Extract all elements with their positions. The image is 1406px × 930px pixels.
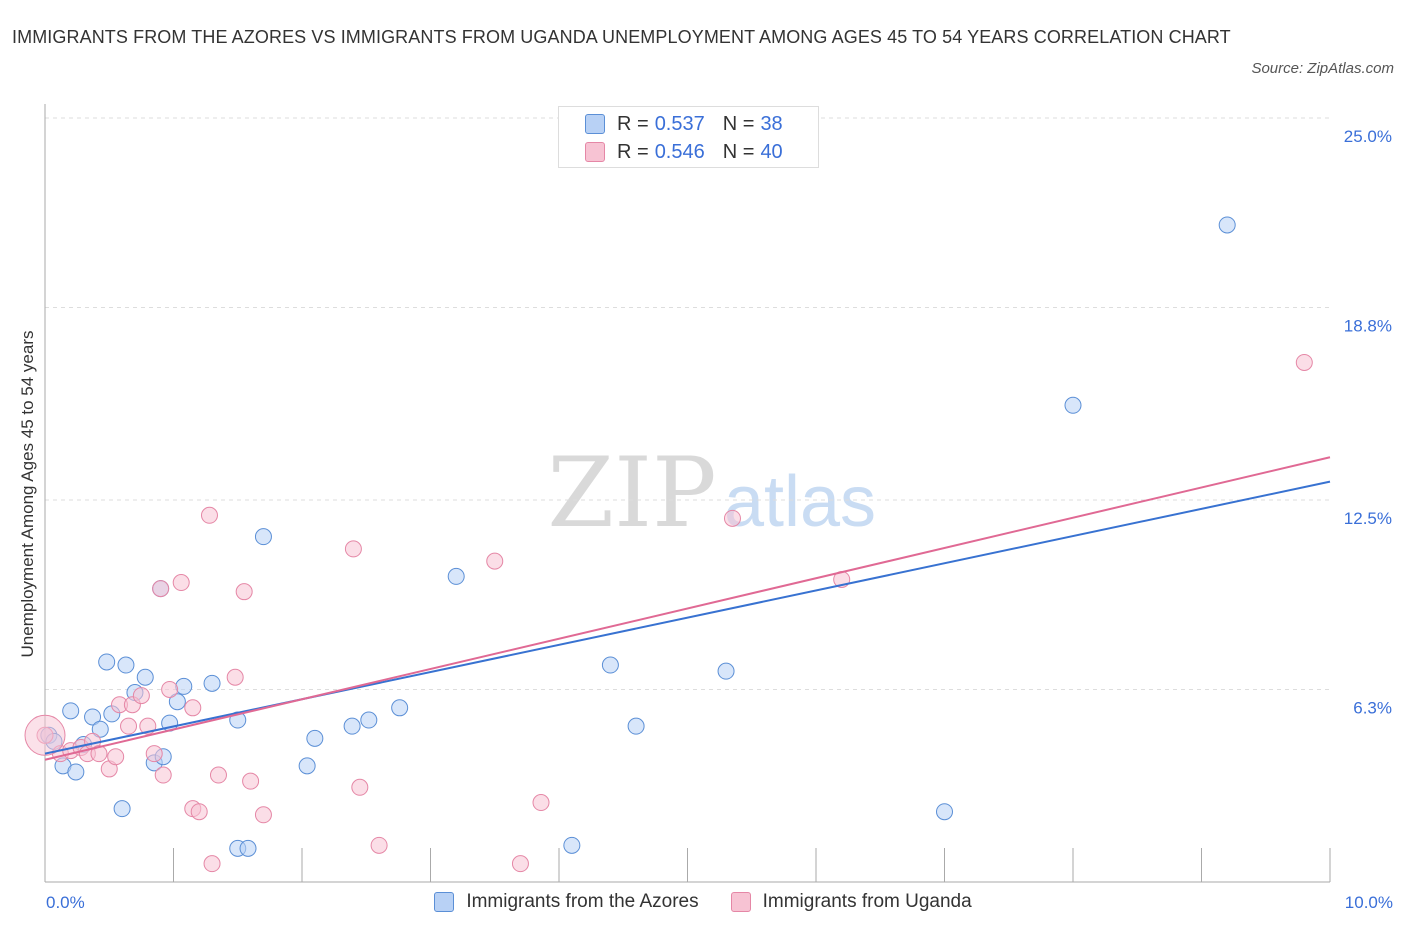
azores-point (203, 674, 221, 692)
uganda-point (161, 680, 179, 698)
uganda-swatch (585, 142, 605, 162)
y-tick-label: 18.8% (1344, 316, 1392, 335)
azores-point (391, 699, 409, 717)
n-value-uganda: 40 (760, 140, 783, 163)
uganda-point-large (24, 714, 66, 756)
legend-row-uganda: R = 0.546 N = 40 (585, 139, 783, 165)
azores-point (136, 668, 154, 686)
uganda-point (235, 583, 253, 601)
legend-row-azores: R = 0.537 N = 38 (585, 111, 783, 137)
data-points (24, 216, 1313, 873)
uganda-point (184, 699, 202, 717)
azores-point (627, 717, 645, 735)
azores-point (343, 717, 361, 735)
azores-point (1064, 396, 1082, 414)
azores-point (447, 567, 465, 585)
uganda-point (242, 772, 260, 790)
correlation-legend: R = 0.537 N = 38 R = 0.546 N = 40 (558, 106, 819, 168)
uganda-point (132, 687, 150, 705)
uganda-swatch (730, 892, 751, 912)
uganda-point (511, 855, 529, 873)
r-label: R = (617, 140, 649, 163)
legend-label-uganda: Immigrants from Uganda (762, 891, 972, 912)
grid-lines (45, 117, 1330, 690)
uganda-point (203, 855, 221, 873)
series-legend: Immigrants from the Azores Immigrants fr… (0, 888, 1406, 916)
azores-point (717, 662, 735, 680)
y-tick-label: 12.5% (1344, 509, 1392, 528)
n-label: N = (722, 112, 755, 135)
x-tick-label: 10.0% (1345, 893, 1393, 912)
azores-point (67, 763, 85, 781)
uganda-point (107, 748, 125, 766)
uganda-point (172, 574, 190, 592)
azores-point (563, 836, 581, 854)
azores-point (239, 839, 257, 857)
uganda-point (226, 668, 244, 686)
uganda-point (200, 506, 218, 524)
n-value-azores: 38 (760, 112, 783, 135)
trend-lines (44, 456, 1331, 761)
uganda-point (344, 540, 362, 558)
azores-swatch (434, 892, 455, 912)
azores-swatch (585, 114, 605, 134)
watermark-atlas: atlas (724, 462, 876, 542)
uganda-point (152, 580, 170, 598)
y-tick-label: 25.0% (1344, 127, 1392, 146)
y-tick-label: 6.3% (1353, 698, 1392, 717)
azores-point (601, 656, 619, 674)
azores-point (168, 693, 186, 711)
azores-point (360, 711, 378, 729)
n-label: N = (722, 140, 755, 163)
uganda-point (723, 509, 741, 527)
r-value-uganda: 0.546 (654, 140, 705, 163)
azores-point (298, 757, 316, 775)
legend-item-azores: Immigrants from the Azores (434, 891, 699, 913)
r-label: R = (617, 112, 649, 135)
chart-title: IMMIGRANTS FROM THE AZORES VS IMMIGRANTS… (12, 27, 1231, 47)
r-value-azores: 0.537 (654, 112, 705, 135)
source-note: Source: ZipAtlas.com (1251, 60, 1394, 77)
watermark: ZIP atlas (547, 437, 876, 549)
azores-point (306, 729, 324, 747)
uganda-point (351, 778, 369, 796)
azores-point (91, 720, 109, 738)
uganda-point (90, 745, 108, 763)
legend-label-azores: Immigrants from the Azores (466, 891, 699, 912)
uganda-point (190, 803, 208, 821)
legend-item-uganda: Immigrants from Uganda (730, 891, 972, 913)
uganda-point (486, 552, 504, 570)
azores-point (175, 677, 193, 695)
uganda-point (145, 745, 163, 763)
azores-point (936, 803, 953, 821)
azores-point (1218, 216, 1236, 234)
uganda-point (370, 836, 388, 854)
uganda-point (1295, 353, 1313, 371)
uganda-point (154, 766, 172, 784)
azores-point (254, 528, 272, 546)
x-tick-label: 0.0% (46, 893, 85, 912)
azores-point (117, 656, 135, 674)
uganda-point (254, 806, 272, 824)
watermark-zip: ZIP (547, 437, 716, 549)
azores-point (84, 708, 102, 726)
azores-point (62, 702, 80, 720)
uganda-point (120, 717, 138, 735)
azores-point (113, 800, 131, 818)
uganda-point (209, 766, 227, 784)
uganda-point (532, 794, 550, 812)
azores-point (98, 653, 116, 671)
uganda-trend-line (44, 456, 1331, 761)
tick-labels: 6.3% 12.5% 18.8% 25.0% 0.0% 10.0% (46, 127, 1393, 912)
